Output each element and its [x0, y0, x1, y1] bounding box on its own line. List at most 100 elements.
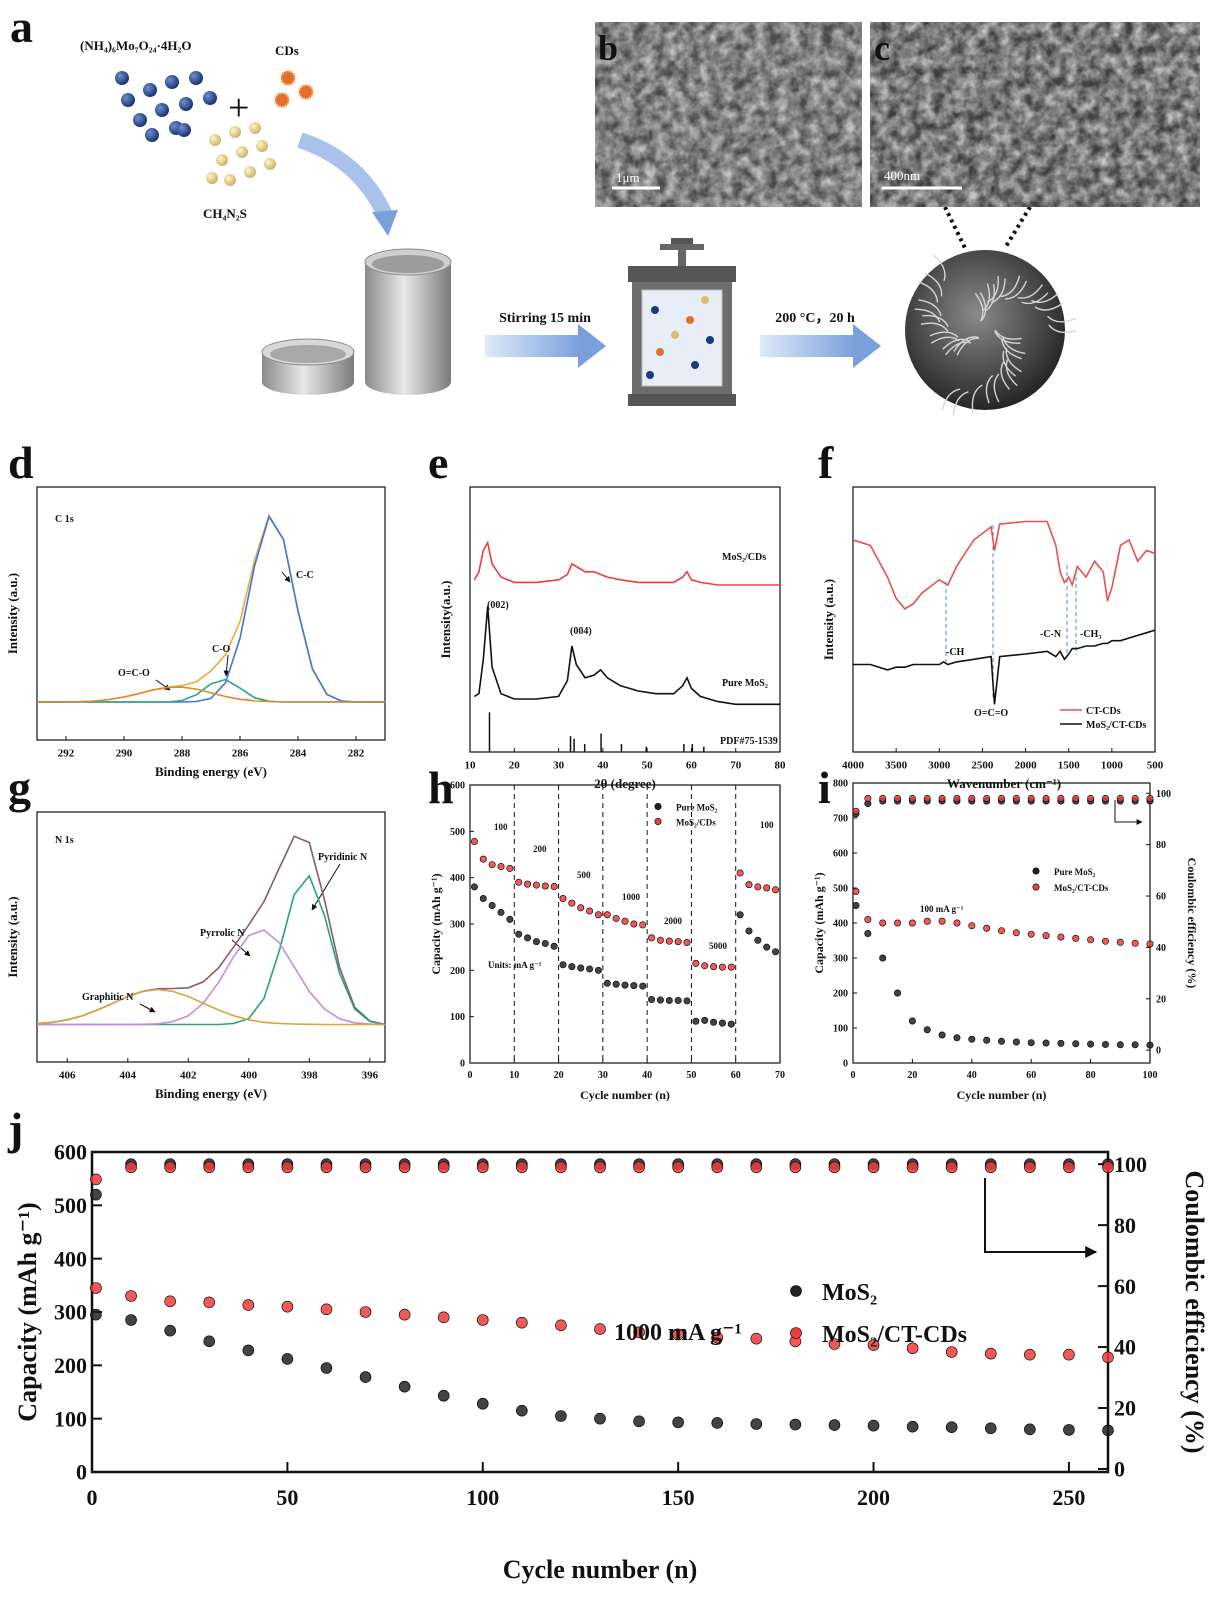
x-axis-label: 2θ (degree): [594, 776, 656, 791]
step1-label: Stirring 15 min: [499, 311, 591, 326]
data-point: [594, 1323, 606, 1335]
data-point: [630, 920, 638, 928]
data-point: [437, 1389, 450, 1402]
data-point: [864, 915, 872, 923]
series-label: MoS₂/CDs: [722, 552, 766, 563]
y-tick-label: 0: [843, 1059, 848, 1070]
label-arrow: [139, 1003, 156, 1013]
cds-label: CDs: [275, 43, 299, 58]
data-point: [586, 907, 594, 915]
precursor-ball: [203, 91, 217, 105]
flower-sphere: [905, 250, 1065, 410]
precursor-ball: [145, 128, 159, 142]
annotation: 500: [577, 870, 591, 880]
data-point: [867, 1339, 880, 1351]
data-point: [479, 855, 487, 863]
data-point: [908, 1017, 916, 1025]
cylinder-inside: [372, 255, 444, 273]
x-tick-label: 286: [232, 748, 249, 760]
thiourea-ball: [236, 146, 248, 158]
chart-panel: e 10 20 30 40 50 60 70 80 2θ (degree) Intensity(a.…: [428, 437, 786, 791]
x-tick-label: 4000: [842, 760, 865, 772]
label-arrow: [311, 863, 341, 911]
carbon-dot: [279, 69, 297, 87]
panel-letter: f: [818, 437, 834, 488]
x-tick-label: 1000: [1101, 760, 1124, 772]
annotation: N 1s: [55, 835, 74, 846]
data-point: [789, 1161, 802, 1174]
x-tick-label: 250: [1052, 1485, 1085, 1510]
series-label: O=C-O: [118, 668, 150, 679]
y-tick-label: 100: [450, 1012, 465, 1023]
legend-swatch: [1032, 883, 1040, 891]
data-point: [1057, 794, 1065, 802]
y-tick-label: 400: [54, 1246, 87, 1271]
annotation: 1000 mA g⁻¹: [614, 1320, 742, 1346]
data-point: [541, 882, 549, 890]
data-point: [701, 1016, 709, 1024]
data-point: [852, 901, 860, 909]
liner-particle: [701, 296, 709, 304]
data-point: [515, 930, 523, 938]
autoclave-lid: [628, 266, 736, 282]
thiourea-ball: [256, 140, 268, 152]
data-point: [516, 1404, 528, 1417]
data-point: [359, 1306, 372, 1318]
x-axis-label: Binding energy (eV): [155, 1086, 267, 1101]
data-point: [879, 919, 887, 927]
data-point: [594, 966, 602, 974]
x-tick-label: 1500: [1058, 760, 1081, 772]
data-point: [621, 917, 629, 925]
x-tick-label: 70: [730, 760, 742, 772]
petal: [945, 341, 972, 356]
data-point: [727, 963, 735, 971]
precursor-ball: [179, 97, 193, 111]
petal: [920, 322, 949, 332]
data-point: [772, 886, 780, 894]
panel-letter: e: [428, 437, 448, 488]
chart-panel: i0 20 40 60 80 100010020030040050060070080002…: [812, 762, 1199, 1102]
data-point: [953, 1034, 961, 1042]
data-point: [524, 880, 532, 888]
data-point: [1087, 794, 1095, 802]
legend-swatch: [654, 817, 662, 825]
data-point: [281, 1161, 294, 1174]
data-point: [125, 1314, 137, 1326]
plot-frame: [36, 486, 386, 741]
data-point: [633, 1326, 645, 1339]
data-point: [437, 1161, 450, 1174]
arrow-head: [372, 210, 398, 236]
data-point: [1116, 1041, 1124, 1049]
plot-frame: [36, 811, 386, 1063]
y2-axis-label: Coulombic efficiency (%): [1180, 1170, 1209, 1453]
data-point: [1131, 939, 1139, 947]
data-point: [828, 1338, 841, 1350]
data-point: [594, 1161, 606, 1174]
precursor-ball: [121, 93, 135, 107]
autoclave-bar: [660, 244, 704, 250]
data-point: [1027, 1039, 1035, 1047]
y-axis-label: Intensity(a.u.): [438, 580, 453, 658]
precursor-ball: [143, 83, 157, 97]
data-point: [674, 996, 682, 1004]
data-point: [692, 1017, 700, 1025]
x-tick-label: 200: [857, 1485, 890, 1510]
petal: [1001, 338, 1022, 360]
series-line: [473, 540, 780, 586]
data-point: [1072, 934, 1080, 942]
data-point: [164, 1295, 176, 1308]
legend-swatch: [790, 1327, 802, 1339]
series-label: C-O: [212, 644, 231, 655]
y2-axis-label: Coulombic efficiency (%): [1185, 858, 1199, 989]
petal: [1031, 292, 1059, 303]
plot-frame: [469, 486, 781, 753]
x-tick-label: 20: [554, 1070, 564, 1081]
petal: [941, 388, 961, 411]
y2-tick-label: 40: [1114, 1335, 1136, 1360]
annotation: -CH₃: [1080, 629, 1101, 640]
data-point: [639, 921, 647, 929]
y-tick-label: 0: [460, 1059, 465, 1070]
data-point: [923, 1026, 931, 1034]
data-point: [320, 1161, 333, 1174]
data-point: [476, 1314, 489, 1326]
